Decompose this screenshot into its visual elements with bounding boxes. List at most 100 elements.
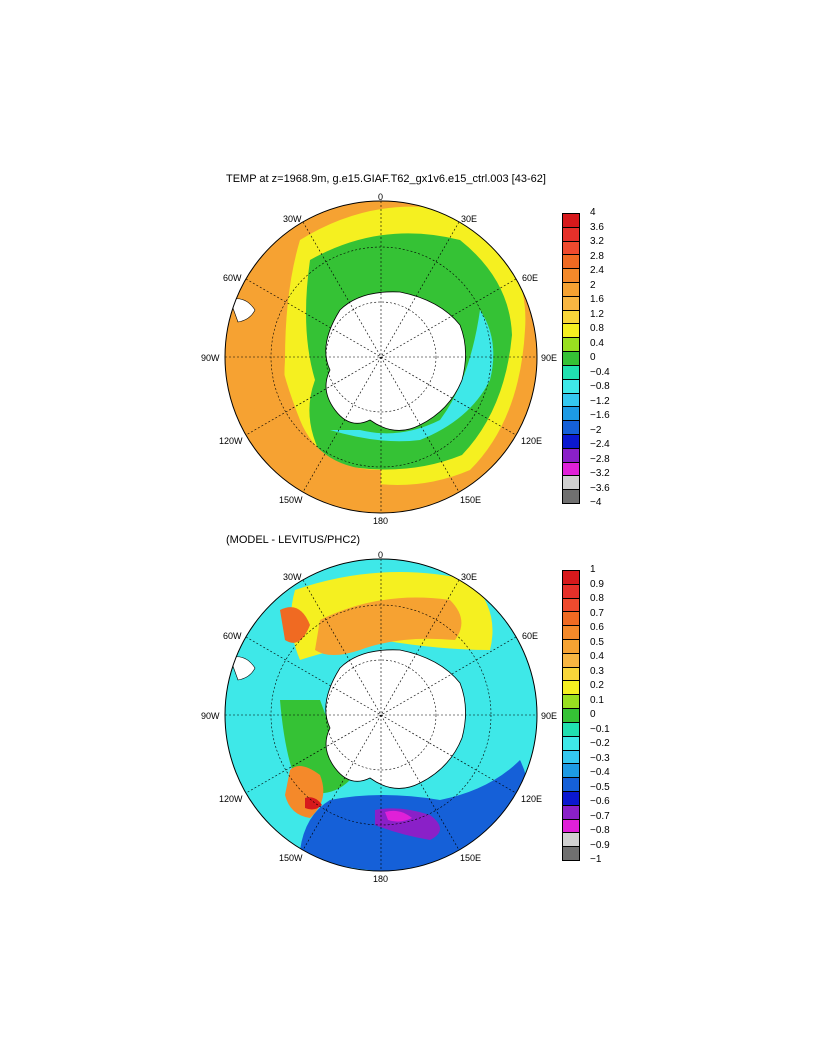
colorbar-tick-label: −0.1	[590, 723, 610, 735]
panel1-lon-180: 180	[373, 516, 389, 526]
colorbar-swatch	[562, 763, 580, 779]
colorbar-swatch	[562, 611, 580, 627]
panel2-title: (MODEL - LEVITUS/PHC2)	[226, 534, 361, 546]
colorbar-swatch	[562, 378, 580, 394]
panel1-title: TEMP at z=1968.9m, g.e15.GIAF.T62_gx1v6.…	[226, 173, 546, 185]
panel2-blue-region	[300, 760, 528, 871]
colorbar-tick-label: −3.6	[590, 482, 610, 494]
colorbar-tick-label: 3.6	[590, 221, 604, 233]
colorbar-swatch	[562, 226, 580, 242]
panel1-lon-90e: 90E	[541, 353, 558, 363]
panel1-antarctica	[325, 291, 466, 431]
panel2-colorbar-labels: 1 0.9 0.8 0.7 0.6 0.5 0.4 0.3 0.2 0.1 0 −0.1 −0.2 −0.…	[590, 564, 630, 869]
colorbar-tick-label: −2	[590, 424, 602, 436]
panel2-lon-30e: 30E	[461, 572, 478, 582]
panel1-lon-60w: 60W	[223, 273, 242, 283]
panel1-lon-120e: 120E	[521, 436, 543, 446]
colorbar-swatch	[562, 597, 580, 613]
colorbar-swatch	[562, 570, 580, 585]
colorbar-swatch	[562, 323, 580, 339]
colorbar-tick-label: 0.8	[590, 593, 604, 604]
panel2-lon-180: 180	[373, 874, 389, 884]
colorbar-swatch	[562, 832, 580, 848]
colorbar-swatch	[562, 735, 580, 751]
colorbar-tick-label: −0.4	[590, 366, 610, 378]
colorbar-tick-label: −1.6	[590, 410, 610, 421]
colorbar-tick-label: 1.6	[590, 294, 604, 305]
panel1-lon-0: 0	[378, 192, 384, 202]
panel2-magenta-region	[385, 810, 412, 822]
colorbar-tick-label: −4	[590, 497, 602, 508]
panel1-orange-region	[225, 330, 381, 513]
colorbar-swatch	[562, 721, 580, 737]
colorbar-tick-label: 0.4	[590, 651, 604, 662]
colorbar-swatch	[562, 392, 580, 408]
panel2-lon-60e: 60E	[522, 631, 539, 641]
panel2-lon-30w: 30W	[283, 572, 302, 582]
colorbar-tick-label: −0.6	[590, 796, 610, 807]
colorbar-swatch	[562, 694, 580, 710]
colorbar-tick-label: 0.1	[590, 694, 604, 706]
panel1-yellow-region	[284, 206, 526, 485]
colorbar-swatch	[562, 708, 580, 723]
colorbar-swatch	[562, 406, 580, 422]
colorbar-tick-label: −0.8	[590, 381, 610, 392]
panel1-lon-30w: 30W	[283, 214, 302, 224]
panel2-colorbar	[562, 570, 580, 861]
panel2-lon-90e: 90E	[541, 711, 558, 721]
panel2-lon-150w: 150W	[279, 853, 303, 863]
colorbar-swatch	[562, 790, 580, 806]
panel2-red-spot	[305, 797, 322, 810]
panel2-green-region	[280, 700, 350, 794]
colorbar-swatch	[562, 818, 580, 834]
colorbar-tick-label: 0.8	[590, 323, 604, 334]
colorbar-swatch	[562, 666, 580, 682]
colorbar-tick-label: −0.2	[590, 738, 610, 749]
colorbar-tick-label: −2.8	[590, 453, 610, 465]
colorbar-tick-label: −2.4	[590, 439, 610, 450]
colorbar-tick-label: 1	[590, 564, 596, 575]
panel1-colorbar	[562, 213, 580, 504]
colorbar-swatch	[562, 295, 580, 311]
colorbar-swatch	[562, 447, 580, 463]
colorbar-swatch	[562, 213, 580, 228]
panel2-south-america	[229, 656, 256, 681]
colorbar-swatch	[562, 489, 580, 504]
colorbar-swatch	[562, 282, 580, 297]
panel1-south-america	[229, 298, 256, 323]
panel2-orange-region	[315, 597, 462, 655]
colorbar-swatch	[562, 433, 580, 449]
panel1-colorbar-labels: 4 3.6 3.2 2.8 2.4 2 1.6 1.2 0.8 0.4 0 −0.4 −0.8 −1.2 −…	[590, 207, 630, 512]
colorbar-tick-label: 2.8	[590, 250, 604, 262]
panel1-ocean	[225, 201, 537, 513]
panel2-orange-nw	[280, 607, 310, 643]
colorbar-tick-label: 0.7	[590, 607, 604, 619]
panel2-lon-60w: 60W	[223, 631, 242, 641]
colorbar-tick-label: −0.9	[590, 839, 610, 851]
colorbar-tick-label: 0.3	[590, 665, 604, 677]
panel2-antarctica	[325, 649, 466, 789]
colorbar-tick-label: 4	[590, 207, 596, 218]
panel1-lon-150e: 150E	[460, 495, 482, 505]
panel2-ocean	[225, 559, 537, 871]
colorbar-swatch	[562, 652, 580, 668]
panel2-yellow-region	[291, 572, 493, 660]
colorbar-swatch	[562, 639, 580, 654]
colorbar-tick-label: −1.2	[590, 395, 610, 407]
colorbar-tick-label: −1	[590, 854, 602, 865]
panel2-lon-0: 0	[378, 550, 384, 560]
panel1-lon-120w: 120W	[219, 436, 243, 446]
colorbar-tick-label: −3.2	[590, 468, 610, 479]
colorbar-tick-label: 0.4	[590, 337, 604, 349]
panel2-orange-west	[285, 766, 324, 818]
colorbar-swatch	[562, 240, 580, 256]
colorbar-swatch	[562, 583, 580, 599]
colorbar-tick-label: 2.4	[590, 265, 604, 276]
colorbar-tick-label: −0.3	[590, 752, 610, 764]
colorbar-tick-label: −0.7	[590, 810, 610, 822]
colorbar-swatch	[562, 364, 580, 380]
panel2-lon-150e: 150E	[460, 853, 482, 863]
colorbar-tick-label: 0	[590, 352, 596, 363]
colorbar-tick-label: −0.4	[590, 767, 610, 778]
